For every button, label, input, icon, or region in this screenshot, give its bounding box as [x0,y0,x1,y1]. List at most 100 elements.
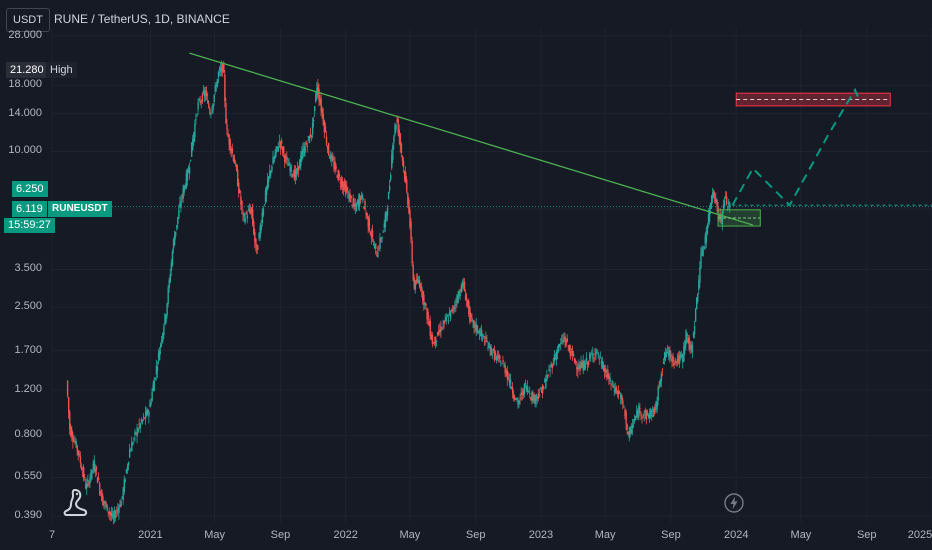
candle-body [87,479,89,483]
candle-body [336,175,338,178]
candle-body [641,416,643,418]
candle-body [628,430,631,439]
candle-body [585,357,588,361]
candle-body [439,329,441,333]
candle-body [93,461,96,472]
candle-body [561,339,563,341]
candle-body [414,280,417,290]
candle-body [155,366,158,375]
candle-body [351,204,353,206]
candle-body [431,334,434,344]
candle-body [306,145,308,147]
candle-body [341,181,344,188]
candle-body [356,199,359,204]
candle-body [692,333,695,337]
candle-body [456,295,458,304]
candle-body [674,358,677,360]
candle-body [299,159,301,169]
candle-body [246,215,249,219]
candle-body [568,345,571,351]
candle-body [697,293,699,302]
candle-body [106,504,108,512]
candle-body [216,79,219,87]
candle-body [678,355,681,364]
candle-body [407,193,409,205]
candle-body [600,360,603,365]
candle-body [95,467,98,470]
candle-body [624,410,626,417]
candle-body [570,348,573,350]
candle-body [285,156,287,158]
candles [66,60,731,525]
candle-body [468,301,470,315]
candle-body [487,346,489,349]
candle-body [694,308,697,322]
candle-body [238,182,240,194]
candle-body [617,391,620,395]
candle-body [412,264,414,279]
price-tick-label: 18.000 [8,78,42,91]
currency-button[interactable]: USDT [6,8,50,32]
candle-body [349,193,351,202]
candle-body [592,353,594,359]
candle-body [620,394,622,399]
candle-body [651,414,653,417]
candle-body [659,379,662,386]
candle-body [519,397,521,400]
time-tick-label: 2022 [333,529,358,541]
candle-body [599,356,602,358]
candle-body [291,174,293,176]
candle-body [384,213,387,228]
candle-body [489,345,491,350]
candle-body [304,145,306,153]
candle-body [553,354,556,362]
candle-body [675,360,678,364]
candle-body [518,400,520,404]
candle-body [631,425,634,429]
candle-body [82,467,85,479]
candle-body [256,245,258,254]
candle-body [653,409,655,416]
candle-body [109,512,112,516]
candle-body [173,235,176,246]
candle-body [286,156,288,160]
candle-body [127,461,130,466]
candle-body [709,202,712,209]
candle-body [182,188,184,199]
candle-body [210,114,212,116]
candle-body [655,401,657,408]
candle-body [598,358,601,360]
candle-body [490,347,492,355]
tradingview-dino-icon[interactable] [62,488,88,518]
time-tick-label: May [594,529,616,541]
candle-body [546,375,548,382]
candle-body [449,310,452,319]
candle-body [454,305,456,307]
candle-body [493,349,496,361]
candle-body [713,190,715,198]
candle-body [364,200,366,210]
candle-body [353,203,356,207]
candle-body [355,203,358,211]
price-tick-label: 0.390 [14,509,42,522]
candle-body [226,124,228,130]
candle-body [502,360,504,363]
candle-body [574,358,576,363]
candle-body [124,480,127,481]
candle-body [630,429,633,434]
candle-body [268,176,270,182]
candle-body [104,502,106,504]
candle-body [227,133,229,137]
candle-body [215,87,218,89]
lightning-icon[interactable] [724,493,744,513]
candle-body [204,92,207,97]
candle-body [243,213,245,217]
candle-body [91,471,93,473]
candle-body [186,169,189,182]
candle-body [623,405,625,407]
candle-body [224,74,226,102]
candle-body [670,354,672,356]
candle-body [632,424,635,426]
candle-body [534,398,536,405]
